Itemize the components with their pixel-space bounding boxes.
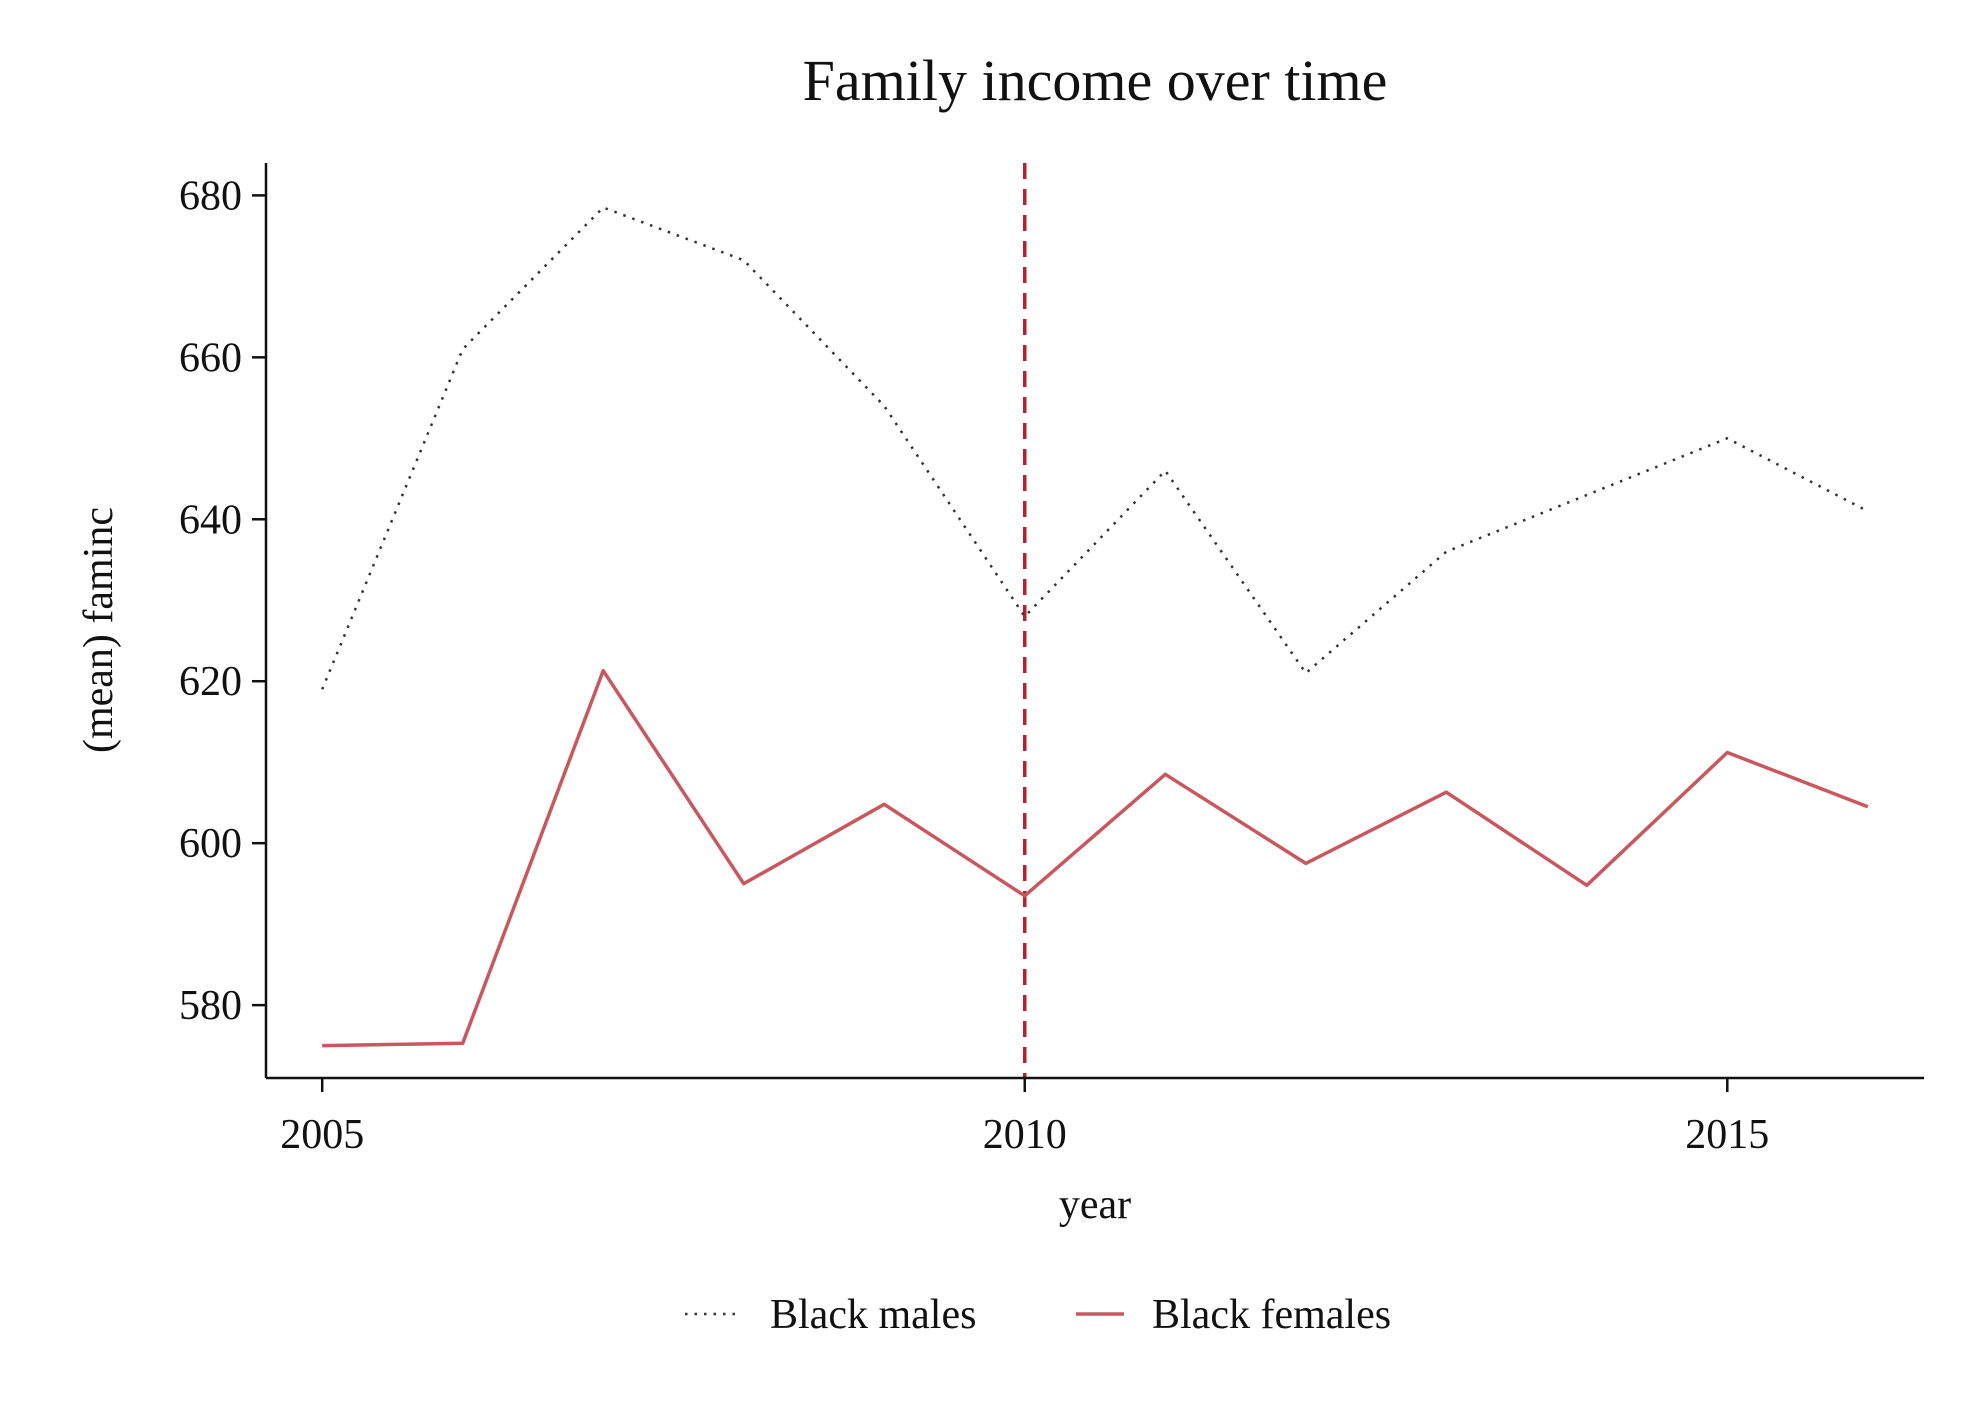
x-tick-label: 2005 — [280, 1112, 364, 1158]
legend-label: Black males — [770, 1292, 976, 1338]
plot-area: 580 600 620 640 660 680 2005 2010 2015 — [179, 163, 1924, 1158]
y-axis-ticks: 580 600 620 640 660 680 — [179, 173, 266, 1029]
x-axis-ticks: 2005 2010 2015 — [280, 1078, 1769, 1158]
y-tick-label: 680 — [179, 173, 242, 219]
x-tick-label: 2010 — [983, 1112, 1067, 1158]
legend-item: Black males — [685, 1292, 976, 1338]
series-layer — [321, 206, 1869, 1048]
legend-item: Black females — [1076, 1292, 1391, 1338]
x-axis-title: year — [1059, 1182, 1131, 1228]
chart-title: Family income over time — [803, 48, 1388, 113]
x-tick-label: 2015 — [1685, 1112, 1769, 1158]
series-line-black-males — [321, 206, 1869, 690]
y-tick-label: 600 — [179, 821, 242, 867]
legend-label: Black females — [1152, 1292, 1391, 1338]
series-line-black-females — [322, 668, 1869, 1048]
y-tick-label: 620 — [179, 659, 242, 705]
y-axis-title: (mean) faminc — [76, 507, 122, 753]
y-tick-label: 640 — [179, 497, 242, 543]
legend: Black males Black females — [685, 1292, 1391, 1338]
y-tick-label: 580 — [179, 983, 242, 1029]
y-tick-label: 660 — [179, 335, 242, 381]
